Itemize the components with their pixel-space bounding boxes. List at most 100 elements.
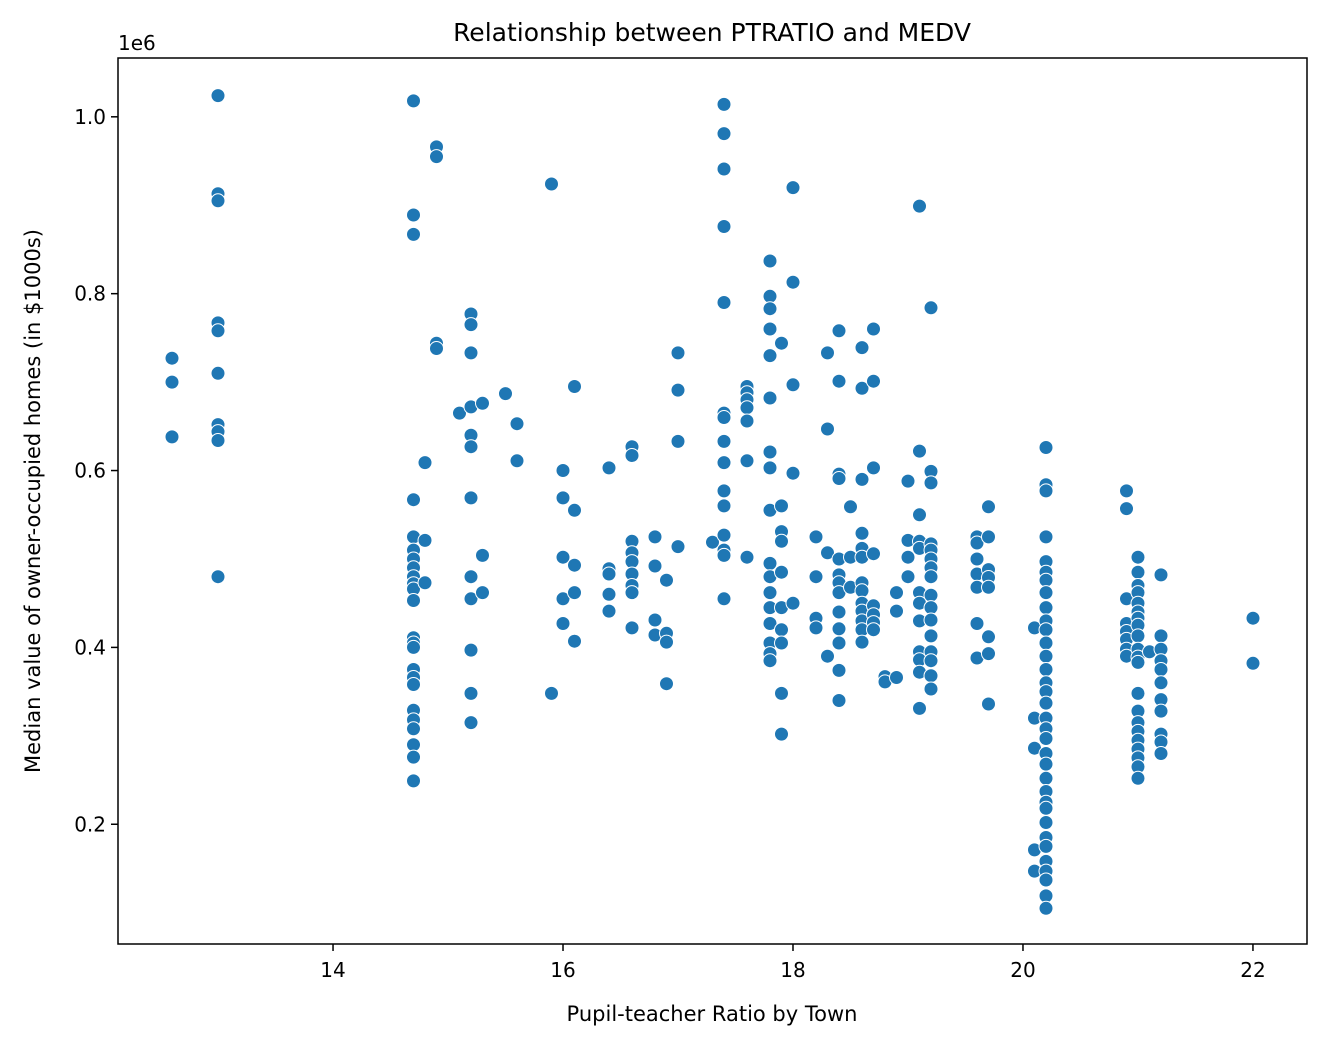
data-point bbox=[716, 433, 732, 449]
data-point bbox=[774, 726, 789, 742]
data-point bbox=[210, 433, 226, 448]
data-point bbox=[544, 176, 559, 192]
data-point bbox=[923, 475, 939, 491]
y-axis-ticks: 0.2 0.4 0.6 0.8 1.0 bbox=[74, 105, 118, 836]
data-point bbox=[820, 648, 835, 664]
data-point bbox=[831, 635, 847, 651]
data-point bbox=[417, 455, 433, 471]
data-point bbox=[969, 535, 985, 551]
data-point bbox=[831, 471, 847, 486]
data-point bbox=[831, 693, 847, 708]
data-point bbox=[567, 379, 582, 394]
data-point bbox=[1038, 800, 1054, 816]
data-point bbox=[923, 628, 939, 644]
x-axis-ticks: 14 16 18 20 22 bbox=[320, 944, 1266, 982]
data-point bbox=[774, 685, 789, 701]
data-point bbox=[463, 715, 479, 731]
data-point bbox=[475, 547, 490, 563]
data-point bbox=[544, 685, 559, 701]
data-point bbox=[463, 642, 479, 658]
data-point bbox=[406, 207, 421, 223]
data-point bbox=[1038, 622, 1054, 638]
data-point bbox=[705, 534, 720, 550]
data-point bbox=[509, 416, 525, 432]
data-point bbox=[1130, 628, 1146, 644]
data-point bbox=[210, 193, 226, 209]
data-point bbox=[762, 390, 778, 406]
data-point bbox=[1038, 648, 1054, 664]
data-point bbox=[647, 529, 663, 545]
data-point bbox=[463, 490, 479, 506]
data-point bbox=[716, 96, 732, 112]
data-point bbox=[498, 386, 513, 402]
data-point bbox=[624, 585, 640, 601]
data-point bbox=[452, 405, 467, 421]
data-point bbox=[601, 603, 617, 619]
data-point bbox=[739, 453, 755, 469]
data-point bbox=[820, 545, 835, 561]
x-tick-label: 20 bbox=[1010, 958, 1035, 982]
data-point bbox=[762, 653, 778, 669]
data-point bbox=[567, 585, 582, 601]
data-point bbox=[854, 634, 870, 650]
data-point bbox=[716, 295, 732, 310]
data-point bbox=[739, 549, 755, 565]
data-point bbox=[854, 471, 870, 487]
data-point bbox=[716, 161, 732, 177]
data-point bbox=[601, 460, 617, 476]
data-point bbox=[164, 350, 180, 366]
data-point bbox=[739, 400, 755, 416]
data-point bbox=[981, 499, 996, 515]
y-tick-label: 0.2 bbox=[74, 812, 106, 836]
data-point bbox=[1038, 756, 1054, 772]
data-point bbox=[1130, 564, 1146, 580]
data-point bbox=[429, 149, 444, 165]
data-point bbox=[831, 323, 847, 339]
data-point bbox=[647, 612, 663, 628]
data-point bbox=[567, 557, 582, 573]
data-point bbox=[406, 593, 421, 608]
data-point bbox=[1153, 703, 1169, 719]
data-point bbox=[210, 365, 226, 381]
data-point bbox=[670, 345, 686, 361]
data-point bbox=[762, 616, 778, 631]
data-point bbox=[762, 348, 778, 364]
data-point bbox=[1245, 655, 1261, 671]
data-point bbox=[1038, 695, 1054, 711]
data-point bbox=[210, 323, 226, 339]
data-point bbox=[555, 549, 571, 565]
data-point bbox=[659, 676, 674, 692]
data-point bbox=[555, 616, 571, 631]
data-point bbox=[670, 433, 686, 449]
data-point bbox=[923, 612, 939, 628]
data-point bbox=[1038, 483, 1054, 499]
data-point bbox=[406, 749, 421, 765]
data-point bbox=[716, 591, 732, 607]
data-point bbox=[475, 395, 490, 411]
data-point bbox=[509, 453, 525, 469]
data-point bbox=[900, 549, 916, 565]
data-point bbox=[1038, 529, 1054, 545]
data-point bbox=[1153, 675, 1169, 691]
data-point bbox=[831, 621, 847, 637]
data-point bbox=[624, 448, 640, 463]
x-tick-label: 18 bbox=[780, 958, 805, 982]
data-point bbox=[406, 226, 421, 242]
data-point bbox=[774, 564, 789, 580]
data-point bbox=[981, 696, 996, 712]
data-point bbox=[210, 88, 226, 104]
data-point bbox=[417, 575, 433, 591]
data-point bbox=[889, 603, 904, 619]
data-point bbox=[716, 126, 732, 142]
data-point bbox=[762, 585, 778, 601]
data-point bbox=[843, 499, 858, 515]
data-point bbox=[659, 634, 674, 650]
data-point bbox=[762, 253, 778, 269]
y-tick-label: 0.8 bbox=[74, 282, 106, 306]
data-point bbox=[762, 444, 778, 460]
data-point bbox=[555, 591, 571, 607]
data-point bbox=[659, 572, 674, 588]
data-point bbox=[808, 620, 824, 636]
x-tick-label: 16 bbox=[550, 958, 575, 982]
